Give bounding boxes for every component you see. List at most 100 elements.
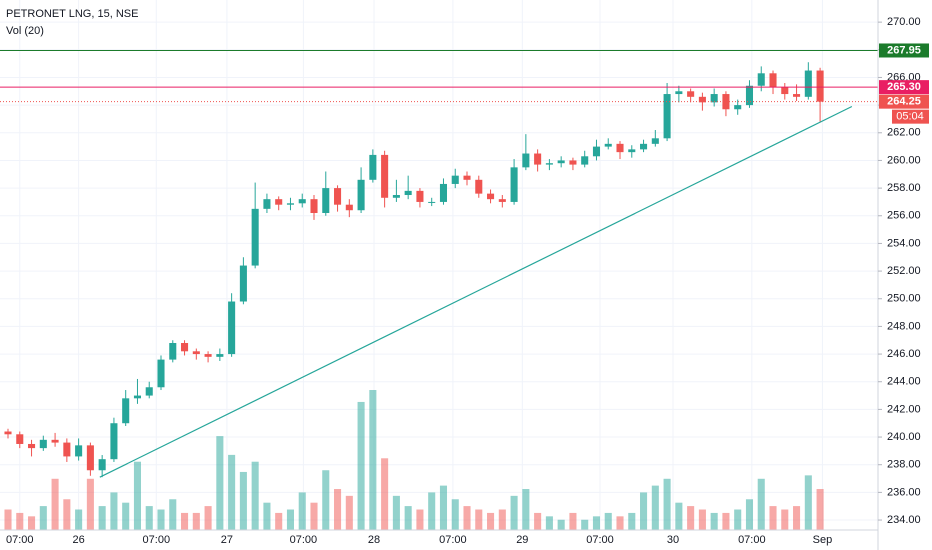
volume-bar <box>216 436 224 530</box>
volume-bar <box>545 516 553 530</box>
volume-bar <box>675 502 683 530</box>
volume-bar <box>663 478 671 530</box>
volume-bar <box>428 492 436 530</box>
candle-body <box>698 96 706 103</box>
candle-body <box>181 343 189 352</box>
volume-bar <box>181 512 189 530</box>
candle-body <box>63 442 71 457</box>
candle-body <box>745 85 754 106</box>
volume-bar <box>169 499 177 530</box>
volume-label: Vol (20) <box>6 25 44 37</box>
volume-bar <box>369 390 377 530</box>
volume-bar <box>86 478 94 530</box>
volume-bar <box>322 470 330 530</box>
volume-bar <box>745 499 754 530</box>
y-tick-label: 238.00 <box>887 459 921 471</box>
candle-body <box>345 204 353 211</box>
volume-bar <box>110 492 118 530</box>
candle-body <box>381 154 389 198</box>
x-tick-label: 26 <box>72 534 84 546</box>
volume-bar <box>263 502 271 530</box>
candle-body <box>157 359 165 388</box>
volume-bar <box>592 516 601 530</box>
candle-body <box>110 423 118 460</box>
volume-bar <box>510 495 518 530</box>
candle-body <box>310 199 318 213</box>
candle-body <box>592 146 601 157</box>
volume-bar <box>63 499 71 530</box>
y-tick-label: 250.00 <box>887 293 921 305</box>
volume-bar <box>475 509 483 530</box>
candle-body <box>169 343 177 360</box>
volume-bar <box>239 471 247 530</box>
candle-body <box>28 443 36 449</box>
candle-body <box>451 175 459 184</box>
candle-body <box>404 190 412 196</box>
volume-bar <box>133 461 141 530</box>
volume-bar <box>28 516 36 530</box>
volume-bar <box>251 461 259 530</box>
volume-bar <box>404 506 412 530</box>
candle-body <box>16 434 24 444</box>
candle-body <box>51 439 59 443</box>
volume-bar <box>604 512 612 530</box>
candle-body <box>357 179 365 211</box>
countdown: 05:04 <box>896 111 924 123</box>
candle-body <box>275 199 283 205</box>
candle-body <box>663 94 671 139</box>
volume-bar <box>651 485 659 530</box>
candle-body <box>239 265 247 302</box>
volume-bar <box>734 509 742 530</box>
candle-body <box>581 156 589 165</box>
y-tick-label: 258.00 <box>887 182 921 194</box>
x-tick-label: 07:00 <box>586 534 614 546</box>
y-tick-label: 270.00 <box>887 16 921 28</box>
volume-bar <box>628 512 636 530</box>
volume-bar <box>687 506 695 530</box>
candle-body <box>251 208 259 266</box>
candle-body <box>498 199 506 202</box>
candle-body <box>475 179 483 194</box>
candle-body <box>510 167 518 202</box>
candle-body <box>616 143 624 153</box>
volume-bar <box>439 485 448 530</box>
y-tick-label: 252.00 <box>887 265 921 277</box>
x-tick-label: 30 <box>667 534 679 546</box>
volume-bar <box>334 489 342 530</box>
candle-body <box>263 199 271 209</box>
volume-bar <box>498 509 506 530</box>
candle-body <box>710 94 718 103</box>
y-tick-label: 248.00 <box>887 320 921 332</box>
volume-bar <box>122 502 130 530</box>
candle-body <box>816 70 824 102</box>
candle-body <box>228 301 236 355</box>
trendline <box>99 105 853 478</box>
volume-bar <box>381 458 389 530</box>
candle-body <box>687 91 695 97</box>
candle-body <box>439 183 448 202</box>
x-tick-label: 07:00 <box>290 534 318 546</box>
y-tick-label: 234.00 <box>887 514 921 526</box>
candle-body <box>734 105 742 110</box>
volume-bar <box>757 478 765 530</box>
candle-body <box>334 188 342 205</box>
y-tick-label: 260.00 <box>887 154 921 166</box>
candle-body <box>39 439 47 449</box>
x-tick-label: 07:00 <box>738 534 766 546</box>
volume-bar <box>357 401 365 530</box>
last-price-label-box <box>879 94 929 109</box>
candle-body <box>192 351 200 355</box>
candle-body <box>369 154 377 180</box>
volume-bar <box>569 512 577 530</box>
candle-body <box>145 387 153 396</box>
candle-body <box>522 153 530 168</box>
candle-body <box>769 73 777 88</box>
volume-bar <box>4 509 12 530</box>
y-tick-label: 254.00 <box>887 237 921 249</box>
candle-body <box>133 395 141 399</box>
volume-bar <box>98 506 106 530</box>
candle-body <box>569 160 577 165</box>
candle-body <box>416 190 424 202</box>
